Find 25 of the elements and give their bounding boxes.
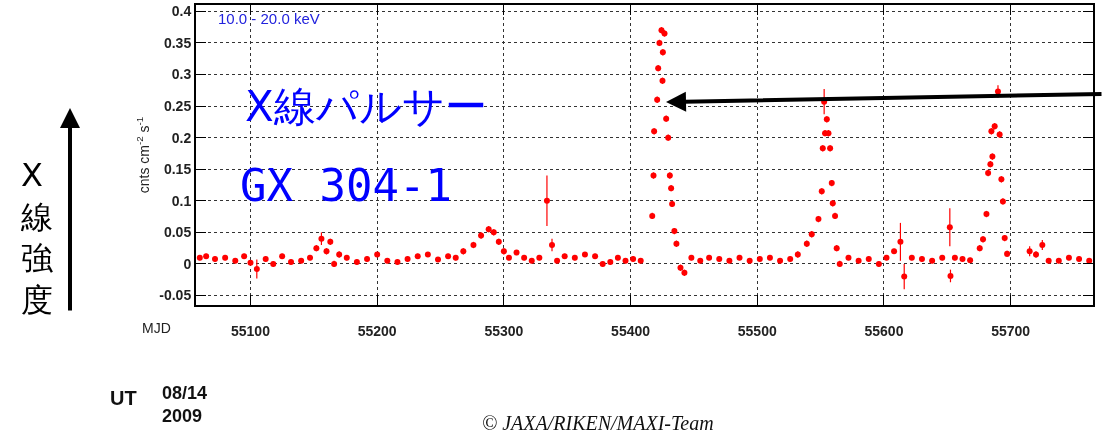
x-tick-label: 55300 bbox=[484, 322, 524, 339]
y-tick-label: 0.2 bbox=[171, 129, 192, 146]
text: UT bbox=[110, 387, 137, 409]
y-tick-label: -0.05 bbox=[159, 287, 192, 304]
y-tick-label: 0.35 bbox=[163, 34, 192, 51]
x-tick-label: 55400 bbox=[611, 322, 651, 339]
y-tick-label: 0.15 bbox=[163, 161, 192, 178]
annotation: 10.0 - 20.0 keV bbox=[218, 10, 320, 27]
y-tick-label: 0.25 bbox=[163, 97, 192, 114]
y-tick-label: 0.4 bbox=[171, 3, 192, 20]
annotation: GX 304-1 bbox=[240, 160, 452, 211]
x-tick-label: 55100 bbox=[231, 322, 271, 339]
x-tick-label: 55600 bbox=[864, 322, 904, 339]
text: 08/14 2009 bbox=[162, 383, 208, 427]
x-tick-label: 55700 bbox=[991, 322, 1031, 339]
y-tick-label: 0.1 bbox=[171, 192, 192, 209]
x-tick-label: 55500 bbox=[737, 322, 777, 339]
text: © JAXA/RIKEN/MAXI-Team bbox=[482, 412, 714, 433]
annotation: X線パルサー bbox=[245, 82, 487, 131]
text: X線強度 bbox=[20, 156, 53, 319]
y-tick-label: 0.3 bbox=[171, 66, 192, 83]
y-tick-label: 0.05 bbox=[163, 224, 192, 241]
x-tick-label: 55200 bbox=[357, 322, 397, 339]
y-tick-label: 0 bbox=[183, 255, 192, 272]
x-axis-title: MJD bbox=[142, 320, 171, 336]
